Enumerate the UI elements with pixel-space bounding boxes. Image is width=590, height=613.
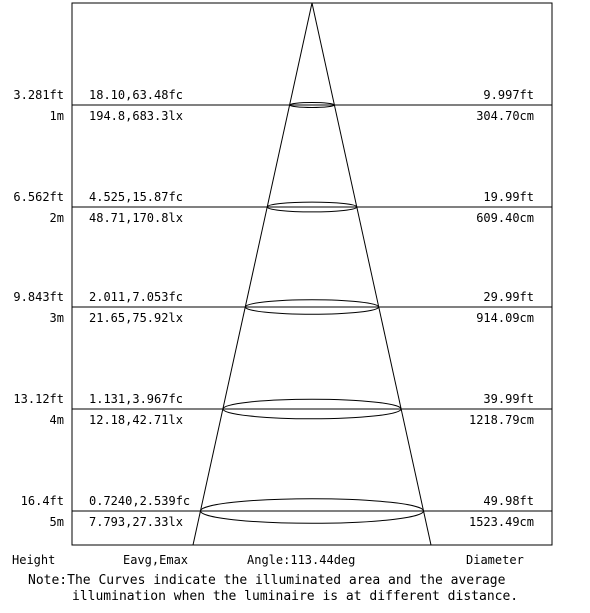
footer-angle-label: Angle:113.44deg (247, 553, 355, 567)
height-m-label: 2m (50, 211, 64, 225)
distance-row: 6.562ft 2m 4.525,15.87fc 48.71,170.8lx 19.99… (13, 190, 552, 225)
illuminated-area-ellipse (266, 201, 358, 213)
illuminated-area-ellipse (289, 102, 335, 108)
height-ft-label: 6.562ft (13, 190, 64, 204)
eavg-fc-label: 2.011,7.053fc (89, 290, 183, 304)
diameter-cm-label: 914.09cm (476, 311, 534, 325)
diameter-ft-label: 19.99ft (483, 190, 534, 204)
eavg-fc-label: 0.7240,2.539fc (89, 494, 190, 508)
note: Note:The Curves indicate the illuminated… (28, 573, 518, 605)
beam-left-edge (192, 2, 313, 546)
distance-row: 13.12ft 4m 1.131,3.967fc 12.18,42.71lx 39.99… (13, 392, 552, 427)
diameter-cm-label: 1523.49cm (469, 515, 534, 529)
beam-right-edge (311, 2, 432, 546)
diameter-cm-label: 304.70cm (476, 109, 534, 123)
eavg-fc-label: 4.525,15.87fc (89, 190, 183, 204)
diagram-frame (71, 2, 553, 546)
height-m-label: 5m (50, 515, 64, 529)
note-line-2: illumination when the luminaire is at di… (72, 589, 519, 604)
diameter-ft-label: 9.997ft (483, 88, 534, 102)
height-ft-label: 9.843ft (13, 290, 64, 304)
footer-diameter-label: Diameter (466, 553, 524, 567)
eavg-lx-label: 12.18,42.71lx (89, 413, 183, 427)
diameter-ft-label: 39.99ft (483, 392, 534, 406)
illuminated-area-ellipse (200, 498, 424, 524)
diameter-cm-label: 609.40cm (476, 211, 534, 225)
distance-rows: 3.281ft 1m 18.10,63.48fc 194.8,683.3lx 9.997… (13, 88, 552, 529)
illuminated-area-ellipse (244, 299, 380, 315)
height-ft-label: 16.4ft (21, 494, 64, 508)
footer-height-label: Height (12, 553, 55, 567)
distance-row: 9.843ft 3m 2.011,7.053fc 21.65,75.92lx 29.99… (13, 290, 552, 325)
eavg-fc-label: 18.10,63.48fc (89, 88, 183, 102)
diameter-cm-label: 1218.79cm (469, 413, 534, 427)
height-m-label: 1m (50, 109, 64, 123)
eavg-lx-label: 21.65,75.92lx (89, 311, 183, 325)
eavg-lx-label: 194.8,683.3lx (89, 109, 183, 123)
height-m-label: 3m (50, 311, 64, 325)
height-ft-label: 3.281ft (13, 88, 64, 102)
footer-eavg-label: Eavg,Emax (123, 553, 188, 567)
illuminated-area-ellipse (222, 398, 402, 420)
eavg-lx-label: 7.793,27.33lx (89, 515, 183, 529)
diameter-ft-label: 49.98ft (483, 494, 534, 508)
diameter-ft-label: 29.99ft (483, 290, 534, 304)
eavg-fc-label: 1.131,3.967fc (89, 392, 183, 406)
eavg-lx-label: 48.71,170.8lx (89, 211, 183, 225)
distance-row: 16.4ft 5m 0.7240,2.539fc 7.793,27.33lx 49.98… (21, 494, 552, 529)
distance-row: 3.281ft 1m 18.10,63.48fc 194.8,683.3lx 9.997… (13, 88, 552, 123)
height-m-label: 4m (50, 413, 64, 427)
note-line-1: Note:The Curves indicate the illuminated… (28, 573, 506, 588)
height-ft-label: 13.12ft (13, 392, 64, 406)
